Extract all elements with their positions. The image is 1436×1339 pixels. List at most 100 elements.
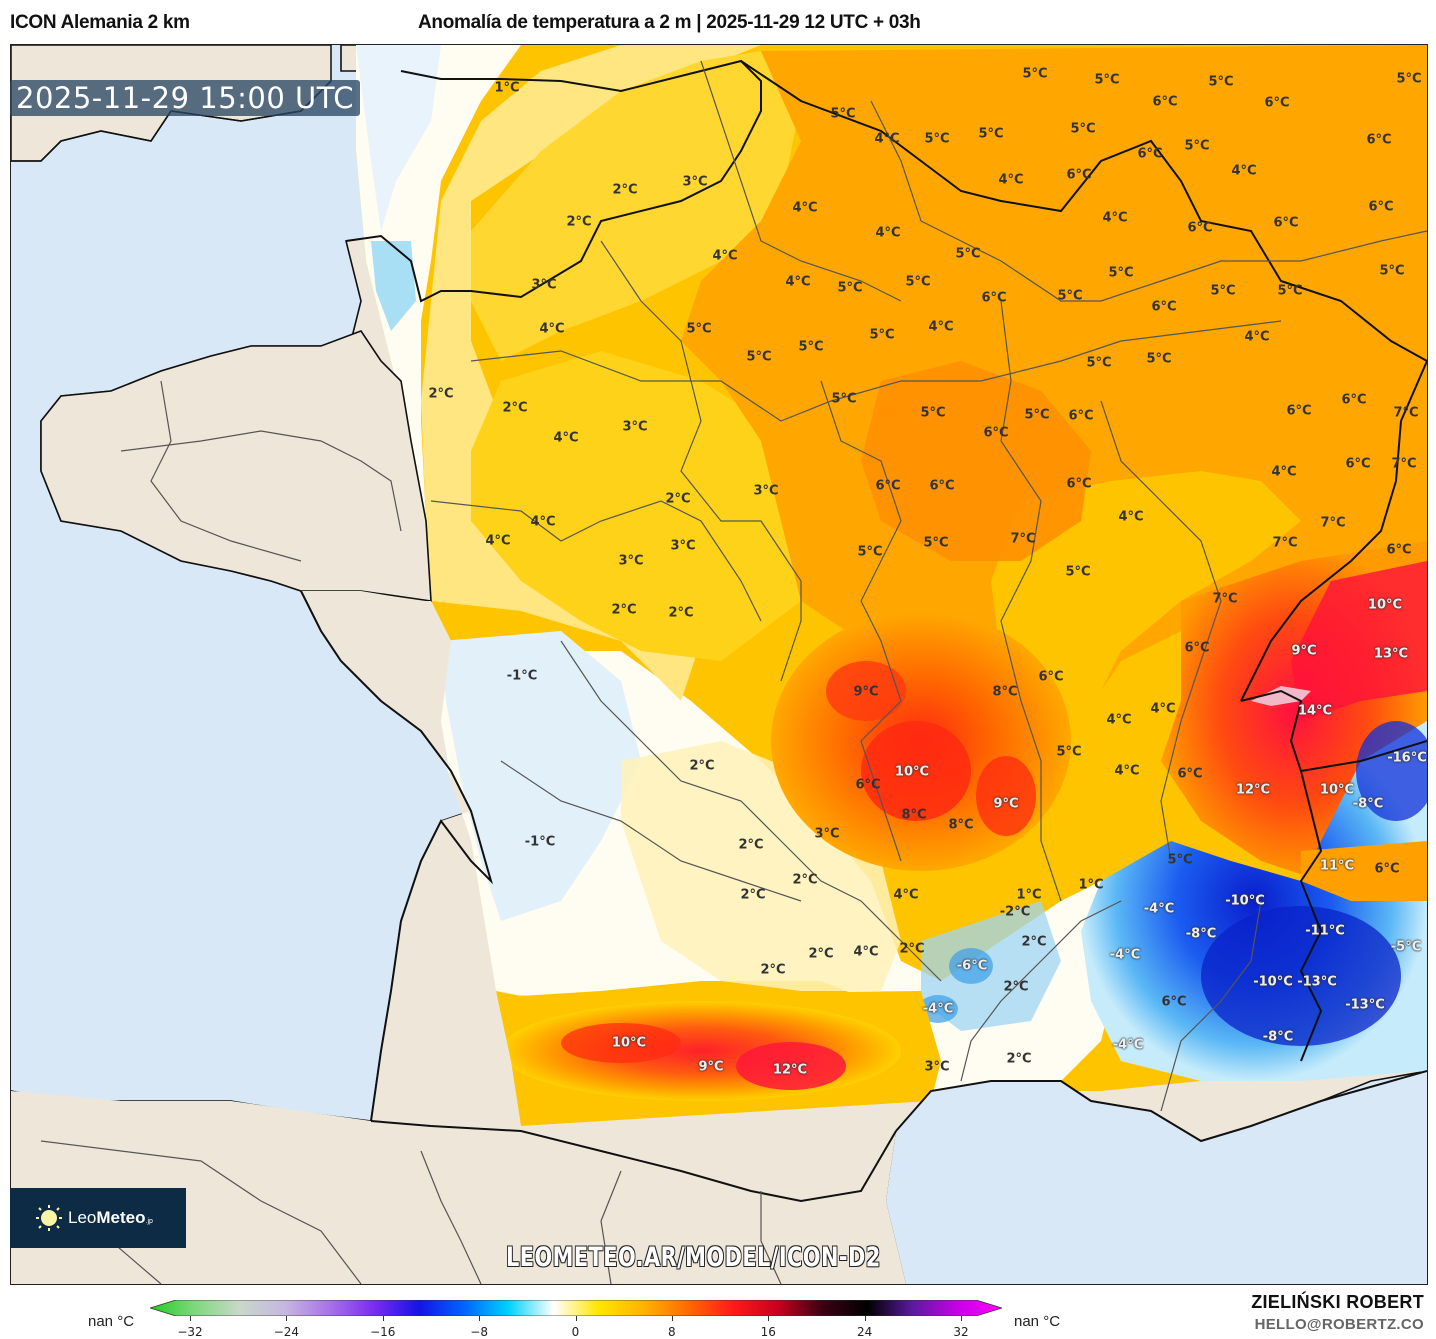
temperature-label: 5°C bbox=[1277, 283, 1303, 299]
temperature-label: 6°C bbox=[1152, 94, 1178, 110]
temperature-label: 2°C bbox=[792, 872, 818, 888]
temperature-label: -13°C bbox=[1297, 974, 1337, 990]
temperature-label: 5°C bbox=[1024, 407, 1050, 423]
border-pyrenees bbox=[370, 1120, 897, 1203]
anomaly-field-10C-core bbox=[861, 721, 971, 821]
colorbar-tick-label: 32 bbox=[953, 1325, 969, 1339]
temperature-label: 10°C bbox=[611, 1035, 647, 1051]
temperature-label: 8°C bbox=[992, 684, 1018, 700]
temperature-label: 5°C bbox=[686, 321, 712, 337]
temperature-label: 2°C bbox=[566, 214, 592, 230]
colorbar-tick-mark bbox=[286, 1316, 288, 1321]
temperature-label: 4°C bbox=[874, 131, 900, 147]
temperature-label: 5°C bbox=[920, 405, 946, 421]
temperature-label: 5°C bbox=[1167, 852, 1193, 868]
temperature-label: 2°C bbox=[668, 605, 694, 621]
border-france-belgium bbox=[740, 60, 1427, 362]
author-name: ZIELIŃSKI ROBERT bbox=[1251, 1292, 1424, 1312]
temperature-label: 12°C bbox=[772, 1062, 808, 1078]
temperature-label: 6°C bbox=[1187, 220, 1213, 236]
temperature-label: -4°C bbox=[922, 1001, 954, 1017]
temperature-label: 9°C bbox=[853, 684, 879, 700]
temperature-label: 6°C bbox=[1177, 766, 1203, 782]
temperature-label: 5°C bbox=[923, 535, 949, 551]
temperature-label: 2°C bbox=[665, 491, 691, 507]
colorbar-tick-mark bbox=[864, 1316, 866, 1321]
sun-icon bbox=[36, 1205, 62, 1231]
temperature-label: 3°C bbox=[924, 1059, 950, 1075]
temperature-label: 6°C bbox=[929, 478, 955, 494]
temperature-label: 4°C bbox=[785, 274, 811, 290]
temperature-label: 5°C bbox=[1146, 351, 1172, 367]
temperature-label: 5°C bbox=[1056, 744, 1082, 760]
land-spain bbox=[11, 1091, 931, 1284]
temperature-label: -4°C bbox=[1109, 947, 1141, 963]
temperature-label: 6°C bbox=[855, 777, 881, 793]
temperature-label: 7°C bbox=[1391, 456, 1417, 472]
temperature-label: 6°C bbox=[1341, 392, 1367, 408]
colorbar-nan-left: nan °C bbox=[88, 1313, 135, 1330]
temperature-label: 6°C bbox=[1286, 403, 1312, 419]
temperature-label: 2°C bbox=[689, 758, 715, 774]
anomaly-field-normandy-cold bbox=[371, 241, 416, 331]
temperature-label: 4°C bbox=[792, 200, 818, 216]
temperature-label: 3°C bbox=[670, 538, 696, 554]
leometeo-logo[interactable]: LeoMeteo.jp bbox=[10, 1188, 186, 1248]
temperature-label: 5°C bbox=[1070, 121, 1096, 137]
border-swiss-italy bbox=[1240, 689, 1427, 773]
temperature-label: 5°C bbox=[1208, 74, 1234, 90]
colorbar-tick-mark bbox=[961, 1316, 962, 1321]
temperature-label: 1°C bbox=[1016, 887, 1042, 903]
colorbar-tick-mark bbox=[671, 1316, 673, 1321]
temperature-label: 6°C bbox=[875, 478, 901, 494]
temperature-label: 10°C bbox=[1319, 782, 1355, 798]
anomaly-field-12C-core bbox=[736, 1042, 846, 1090]
colorbar-tick-mark bbox=[382, 1316, 384, 1321]
temperature-label: 6°C bbox=[981, 290, 1007, 306]
temperature-label: -8°C bbox=[1185, 926, 1217, 942]
anomaly-field-4-5C bbox=[991, 471, 1301, 761]
temperature-label: 9°C bbox=[993, 796, 1019, 812]
temperature-label: 6°C bbox=[1386, 542, 1412, 558]
regional-borders bbox=[30, 60, 1427, 1284]
source-watermark: LEOMETEO.AR/MODEL/ICON-D2 bbox=[506, 1242, 881, 1273]
temperature-label: 2°C bbox=[428, 386, 454, 402]
anomaly-field-cold-core bbox=[1201, 906, 1401, 1046]
anomaly-field-slightly-negative bbox=[441, 631, 641, 921]
temperature-label: 5°C bbox=[1065, 564, 1091, 580]
anomaly-field-alps-south-warm bbox=[1301, 841, 1427, 901]
temperature-label: 4°C bbox=[485, 533, 511, 549]
temperature-label: 4°C bbox=[928, 319, 954, 335]
temperature-label: 4°C bbox=[1244, 329, 1270, 345]
temperature-label: 12°C bbox=[1235, 782, 1271, 798]
anomaly-field-9C-north bbox=[826, 661, 906, 721]
land-brittany bbox=[40, 330, 432, 602]
temperature-label: 2°C bbox=[611, 602, 637, 618]
temperature-label: 2°C bbox=[740, 887, 766, 903]
colorbar-tick-label: −32 bbox=[177, 1325, 203, 1339]
border-france-italy bbox=[1299, 770, 1323, 1062]
temperature-label: 5°C bbox=[837, 280, 863, 296]
temperature-label: 4°C bbox=[875, 225, 901, 241]
author-email[interactable]: HELLO@ROBERTZ.CO bbox=[1254, 1316, 1424, 1333]
temperature-label: 4°C bbox=[1102, 210, 1128, 226]
lake-geneva bbox=[1251, 686, 1311, 706]
temperature-label: 7°C bbox=[1320, 515, 1346, 531]
temperature-label: 6°C bbox=[1345, 456, 1371, 472]
temperature-label: 6°C bbox=[1068, 408, 1094, 424]
temperature-label: 4°C bbox=[853, 944, 879, 960]
temperature-label: 3°C bbox=[753, 483, 779, 499]
temperature-label: -6°C bbox=[956, 958, 988, 974]
temperature-label: 6°C bbox=[1151, 299, 1177, 315]
temperature-label: 4°C bbox=[530, 514, 556, 530]
coastline-mediterranean bbox=[895, 1070, 1427, 1143]
temperature-label: 5°C bbox=[1022, 66, 1048, 82]
temperature-anomaly-map[interactable]: 1°C 2°C 3°C 2°C 3°C 4°C 2°C 2°C 4°C 3°C 4°C 4°C 4°C 5… bbox=[10, 44, 1428, 1285]
temperature-label: 6°C bbox=[1161, 994, 1187, 1010]
temperature-label: 4°C bbox=[1231, 163, 1257, 179]
temperature-label: 6°C bbox=[1038, 669, 1064, 685]
colorbar-tick-label: −8 bbox=[470, 1325, 488, 1339]
coastline-atlantic bbox=[300, 590, 494, 1122]
temperature-label: 3°C bbox=[531, 277, 557, 293]
temperature-label: 2°C bbox=[1006, 1051, 1032, 1067]
